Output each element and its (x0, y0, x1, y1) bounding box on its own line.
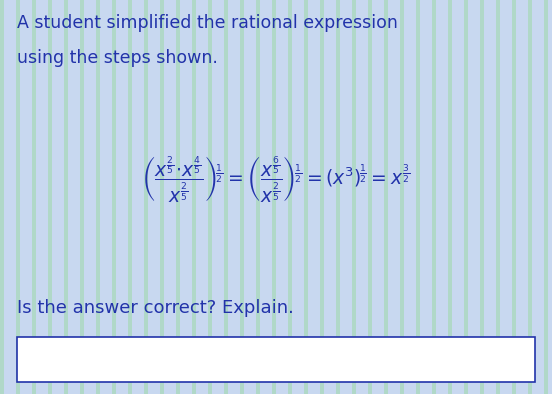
FancyBboxPatch shape (120, 0, 124, 394)
FancyBboxPatch shape (184, 0, 188, 394)
FancyBboxPatch shape (296, 0, 300, 394)
FancyBboxPatch shape (352, 0, 356, 394)
FancyBboxPatch shape (136, 0, 140, 394)
FancyBboxPatch shape (424, 0, 428, 394)
FancyBboxPatch shape (440, 0, 444, 394)
FancyBboxPatch shape (112, 0, 116, 394)
FancyBboxPatch shape (448, 0, 452, 394)
FancyBboxPatch shape (16, 0, 20, 394)
Text: $\left(\dfrac{x^{\frac{2}{5}}\!\cdot\! x^{\frac{4}{5}}}{x^{\frac{2}{5}}}\right)^: $\left(\dfrac{x^{\frac{2}{5}}\!\cdot\! x… (141, 154, 411, 204)
FancyBboxPatch shape (384, 0, 388, 394)
FancyBboxPatch shape (464, 0, 468, 394)
Text: using the steps shown.: using the steps shown. (17, 49, 217, 67)
FancyBboxPatch shape (8, 0, 12, 394)
FancyBboxPatch shape (88, 0, 92, 394)
FancyBboxPatch shape (320, 0, 324, 394)
FancyBboxPatch shape (304, 0, 308, 394)
FancyBboxPatch shape (224, 0, 228, 394)
FancyBboxPatch shape (208, 0, 212, 394)
FancyBboxPatch shape (200, 0, 204, 394)
FancyBboxPatch shape (240, 0, 244, 394)
FancyBboxPatch shape (168, 0, 172, 394)
FancyBboxPatch shape (144, 0, 148, 394)
FancyBboxPatch shape (192, 0, 196, 394)
Text: Is the answer correct? Explain.: Is the answer correct? Explain. (17, 299, 294, 318)
FancyBboxPatch shape (344, 0, 348, 394)
FancyBboxPatch shape (232, 0, 236, 394)
FancyBboxPatch shape (496, 0, 500, 394)
FancyBboxPatch shape (72, 0, 76, 394)
FancyBboxPatch shape (544, 0, 548, 394)
FancyBboxPatch shape (456, 0, 460, 394)
FancyBboxPatch shape (280, 0, 284, 394)
FancyBboxPatch shape (488, 0, 492, 394)
FancyBboxPatch shape (216, 0, 220, 394)
FancyBboxPatch shape (24, 0, 28, 394)
FancyBboxPatch shape (504, 0, 508, 394)
FancyBboxPatch shape (0, 0, 4, 394)
FancyBboxPatch shape (368, 0, 372, 394)
FancyBboxPatch shape (360, 0, 364, 394)
FancyBboxPatch shape (400, 0, 404, 394)
FancyBboxPatch shape (336, 0, 340, 394)
Text: A student simplified the rational expression: A student simplified the rational expres… (17, 14, 397, 32)
FancyBboxPatch shape (536, 0, 540, 394)
FancyBboxPatch shape (520, 0, 524, 394)
FancyBboxPatch shape (56, 0, 60, 394)
FancyBboxPatch shape (264, 0, 268, 394)
FancyBboxPatch shape (480, 0, 484, 394)
FancyBboxPatch shape (408, 0, 412, 394)
FancyBboxPatch shape (312, 0, 316, 394)
FancyBboxPatch shape (432, 0, 436, 394)
FancyBboxPatch shape (80, 0, 84, 394)
FancyBboxPatch shape (272, 0, 276, 394)
FancyBboxPatch shape (512, 0, 516, 394)
FancyBboxPatch shape (528, 0, 532, 394)
FancyBboxPatch shape (328, 0, 332, 394)
FancyBboxPatch shape (392, 0, 396, 394)
FancyBboxPatch shape (256, 0, 260, 394)
FancyBboxPatch shape (96, 0, 100, 394)
FancyBboxPatch shape (104, 0, 108, 394)
FancyBboxPatch shape (40, 0, 44, 394)
FancyBboxPatch shape (472, 0, 476, 394)
FancyBboxPatch shape (152, 0, 156, 394)
FancyBboxPatch shape (64, 0, 68, 394)
FancyBboxPatch shape (128, 0, 132, 394)
FancyBboxPatch shape (376, 0, 380, 394)
FancyBboxPatch shape (160, 0, 164, 394)
FancyBboxPatch shape (288, 0, 292, 394)
FancyBboxPatch shape (416, 0, 420, 394)
FancyBboxPatch shape (248, 0, 252, 394)
FancyBboxPatch shape (176, 0, 180, 394)
FancyBboxPatch shape (32, 0, 36, 394)
FancyBboxPatch shape (17, 337, 535, 382)
FancyBboxPatch shape (48, 0, 52, 394)
